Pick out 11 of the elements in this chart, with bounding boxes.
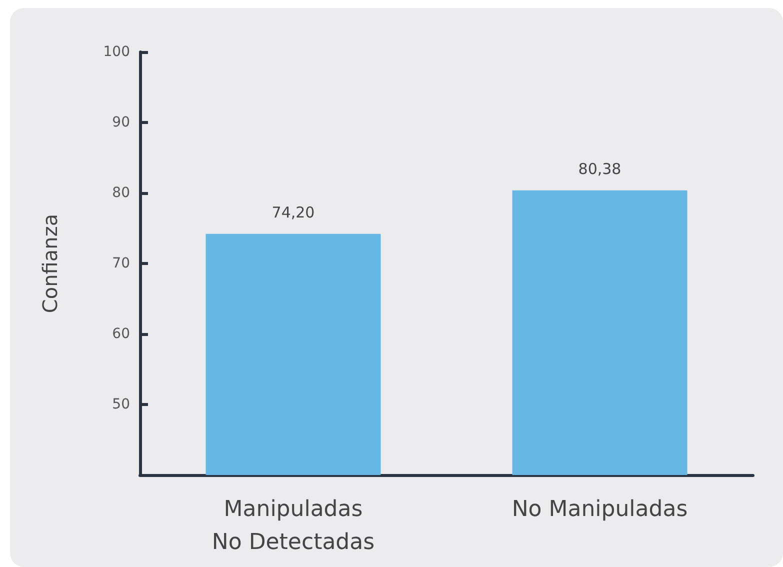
y-tick-label: 50 bbox=[112, 396, 130, 412]
data-label: 80,38 bbox=[578, 160, 622, 178]
y-axis-title: Confianza bbox=[38, 214, 62, 314]
x-tick-label: Manipuladas No Detectadas bbox=[212, 497, 375, 555]
x-tick-label: No Manipuladas bbox=[512, 497, 688, 522]
y-tick-label: 80 bbox=[112, 185, 130, 201]
data-label: 74,20 bbox=[272, 203, 315, 222]
y-tick-label: 90 bbox=[112, 114, 130, 130]
y-tick-label: 100 bbox=[103, 44, 130, 60]
y-tick-label: 70 bbox=[112, 256, 130, 272]
y-tick-label: 60 bbox=[112, 326, 130, 342]
